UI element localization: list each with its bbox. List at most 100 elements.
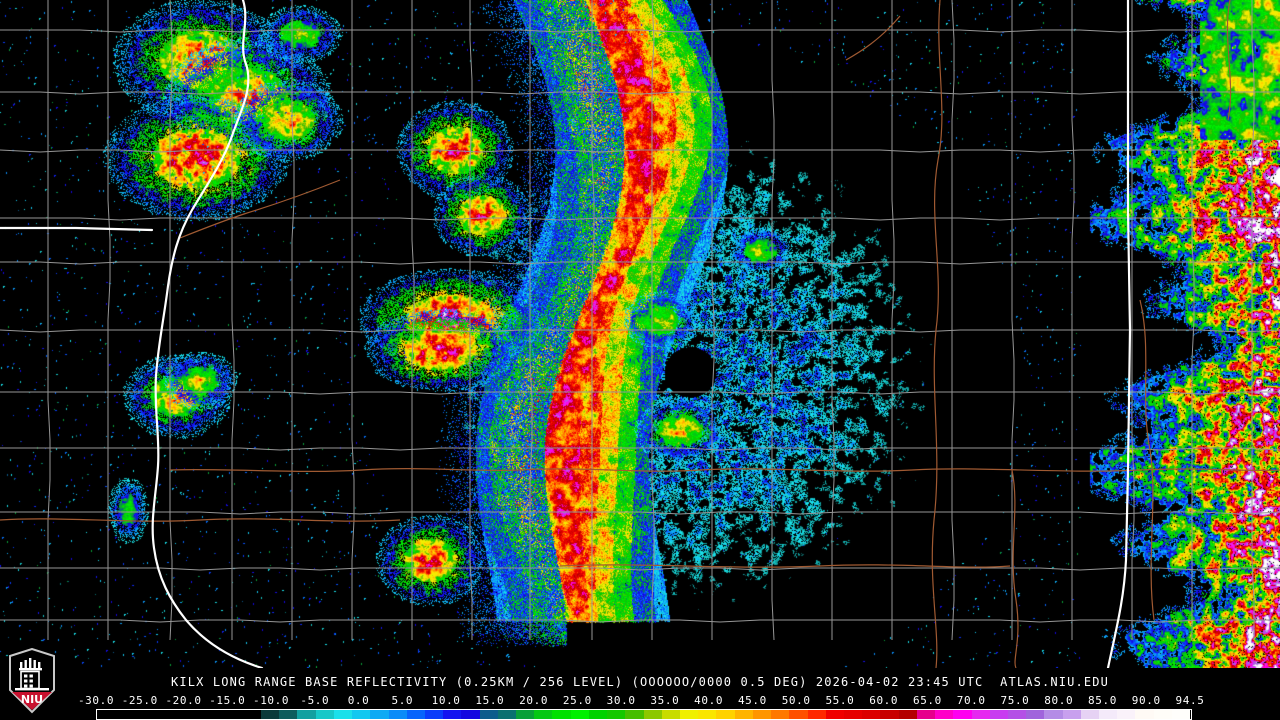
colorbar-swatch	[406, 710, 425, 719]
river-line	[0, 518, 401, 522]
geography-overlay-layer	[0, 0, 1280, 668]
colorbar-swatch	[1044, 710, 1063, 719]
colorbar-swatch	[862, 710, 881, 719]
county-line	[469, 0, 473, 640]
colorbar-swatch	[625, 710, 644, 719]
colorbar-swatch	[771, 710, 790, 719]
county-line	[1131, 0, 1135, 640]
colorbar-swatch	[224, 710, 243, 719]
county-border-lines	[0, 0, 1280, 641]
colorbar-tick-label: -30.0	[77, 694, 115, 707]
colorbar-swatch	[843, 710, 863, 719]
county-line	[47, 0, 51, 640]
county-line	[0, 567, 1280, 571]
colorbar-swatch	[388, 710, 407, 719]
colorbar-swatch	[315, 710, 334, 719]
state-border-lines	[0, 0, 1132, 668]
state-border	[1106, 0, 1132, 668]
county-line	[1071, 0, 1075, 640]
county-line	[951, 0, 955, 641]
colorbar-tick-label: 5.0	[391, 694, 414, 707]
colorbar-tick-label: 20.0	[519, 694, 549, 707]
county-line	[0, 447, 1280, 451]
colorbar-tick-label: 60.0	[869, 694, 899, 707]
colorbar-swatch	[880, 710, 899, 719]
colorbar-tick-label: 30.0	[606, 694, 636, 707]
radar-reflectivity-layer[interactable]	[0, 0, 1280, 668]
colorbar-swatch	[643, 710, 662, 719]
county-line	[411, 0, 415, 640]
county-line	[0, 261, 1280, 265]
county-line	[1251, 0, 1255, 640]
niu-logo[interactable]: NIU	[8, 648, 56, 714]
niu-banner	[12, 692, 52, 710]
colorbar-swatch	[752, 710, 772, 719]
county-line	[891, 0, 895, 640]
colorbar-tick-label: 40.0	[694, 694, 724, 707]
colorbar-swatch	[133, 710, 152, 719]
colorbar-tick-labels: -30.0 -25.0 -20.0 -15.0 -10.0 -5.0 0.0 5.0 10.0 1…	[0, 694, 1280, 707]
state-border	[0, 226, 154, 232]
river-line	[931, 0, 943, 668]
state-border	[151, 0, 264, 668]
colorbar-tick-label: 90.0	[1131, 694, 1161, 707]
colorbar-tick-label: -25.0	[121, 694, 158, 707]
colorbar-swatch	[698, 710, 717, 719]
county-line	[0, 619, 1280, 623]
county-line	[1011, 0, 1015, 640]
colorbar-tick-label: -20.0	[165, 694, 202, 707]
river-line	[1226, 0, 1232, 121]
colorbar-swatch	[479, 710, 498, 719]
product-footer: KILX LONG RANGE BASE REFLECTIVITY (0.25K…	[0, 668, 1280, 720]
county-line	[771, 0, 775, 641]
colorbar-swatch	[497, 710, 517, 719]
county-line	[0, 329, 1280, 333]
colorbar-tick-label: -15.0	[209, 694, 246, 707]
river-line	[1011, 469, 1019, 668]
county-line	[831, 0, 835, 640]
colorbar-swatch	[680, 710, 699, 719]
county-line	[0, 29, 1280, 33]
river-line	[911, 468, 1280, 472]
colorbar-swatch	[97, 710, 116, 719]
colorbar-swatch	[661, 710, 680, 719]
river-lines	[0, 0, 1280, 668]
river-line	[169, 468, 521, 472]
colorbar-swatch	[1080, 710, 1100, 719]
colorbar-swatch	[1099, 710, 1118, 719]
colorbar-swatch	[953, 710, 972, 719]
county-line	[651, 0, 655, 640]
colorbar-tick-label: 35.0	[650, 694, 680, 707]
colorbar-tick-label: 50.0	[781, 694, 811, 707]
county-line	[0, 391, 1280, 395]
county-line	[169, 0, 173, 641]
colorbar-swatch	[825, 710, 844, 719]
river-line	[179, 179, 341, 239]
colorbar-tick-label: 65.0	[912, 694, 942, 707]
colorbar-swatch	[151, 710, 170, 719]
colorbar-swatch	[588, 710, 608, 719]
colorbar-swatch	[1171, 710, 1191, 719]
colorbar-swatch	[461, 710, 480, 719]
colorbar-tick-label: 45.0	[737, 694, 767, 707]
colorbar-tick-label: 75.0	[1000, 694, 1030, 707]
colorbar-swatch	[734, 710, 753, 719]
county-line	[529, 0, 533, 640]
reflectivity-colorbar	[96, 709, 1192, 720]
county-line	[0, 217, 1280, 221]
colorbar-tick-label: 94.5	[1175, 694, 1205, 707]
colorbar-swatch	[989, 710, 1008, 719]
colorbar-swatch	[443, 710, 462, 719]
colorbar-tick-label: 85.0	[1088, 694, 1117, 707]
river-line	[519, 468, 913, 472]
colorbar-swatch	[570, 710, 589, 719]
colorbar-swatch	[1007, 710, 1027, 719]
colorbar-swatch	[1153, 710, 1172, 719]
radar-map-panel[interactable]	[0, 0, 1280, 668]
colorbar-swatch	[297, 710, 316, 719]
castle-tower-icon	[15, 658, 49, 691]
county-line	[0, 511, 1280, 515]
product-title-line: KILX LONG RANGE BASE REFLECTIVITY (0.25K…	[171, 675, 1109, 689]
colorbar-swatch	[916, 710, 936, 719]
